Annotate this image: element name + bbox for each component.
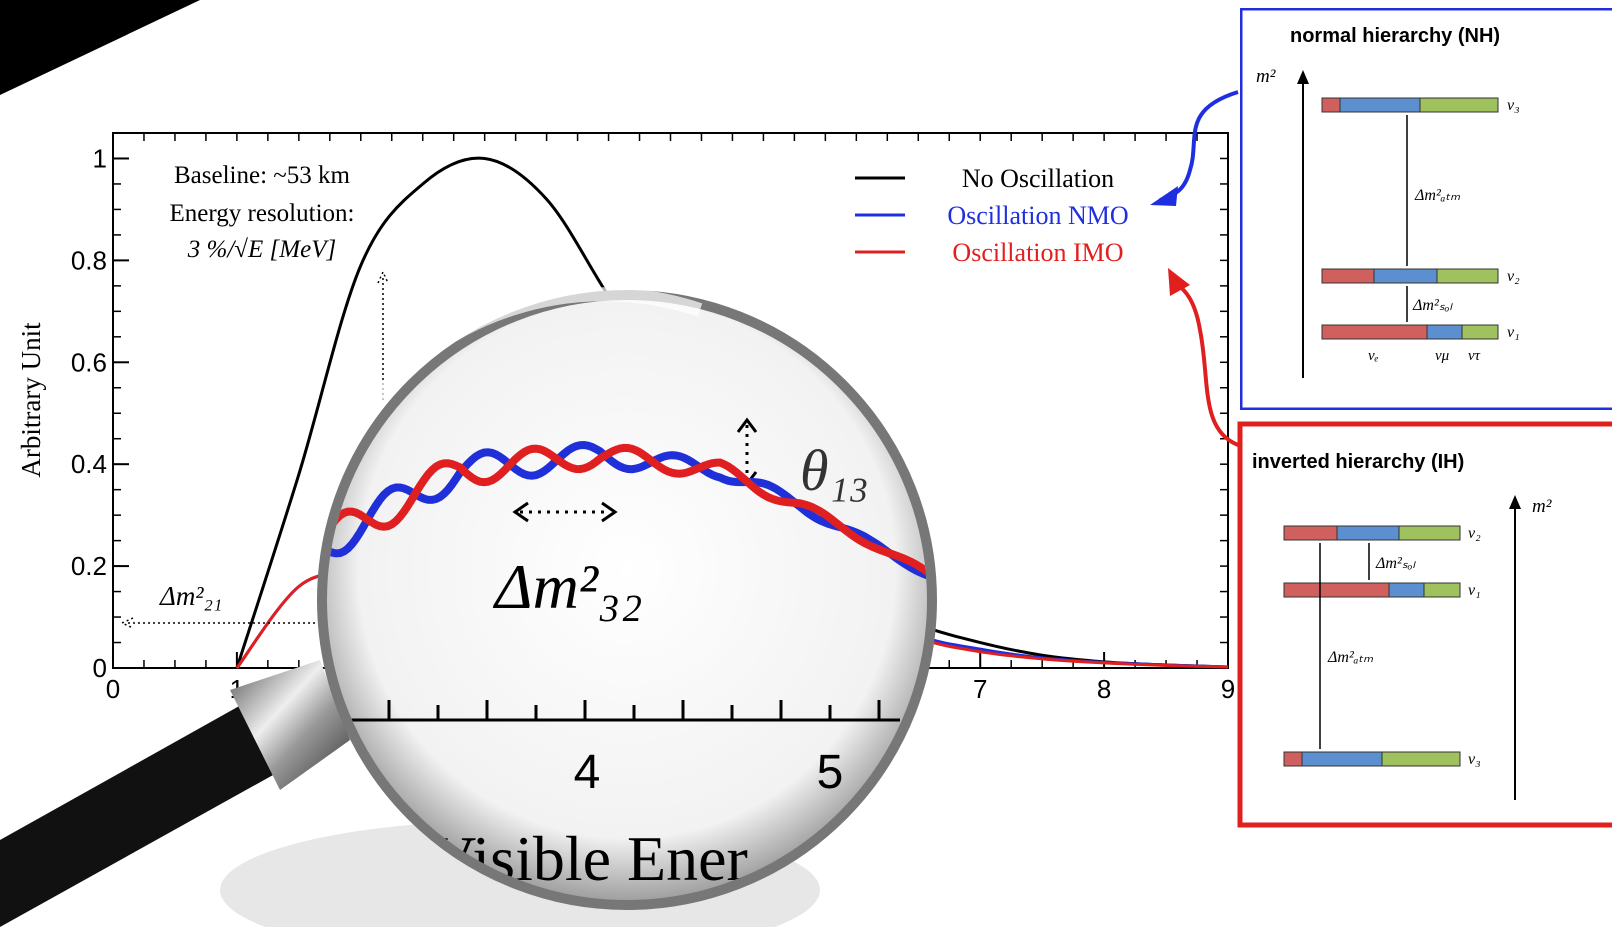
annotation: Δm²₂₁ bbox=[159, 581, 222, 611]
y-tick-label: 1 bbox=[93, 143, 107, 173]
nh-level: ν₂ bbox=[1507, 268, 1520, 285]
nh-bar bbox=[1322, 269, 1498, 283]
y-axis-label: Arbitrary Unit bbox=[16, 322, 46, 478]
nh-level: ν₁ bbox=[1507, 324, 1520, 341]
ih-bar bbox=[1284, 583, 1460, 597]
x-tick-label: 7 bbox=[973, 674, 987, 704]
nh-flavor: νμ bbox=[1435, 348, 1450, 364]
page: {"chart_data":{"type":"line", "y_label":… bbox=[0, 0, 1612, 927]
figure: 012345678900.20.40.60.81Arbitrary UnitNo… bbox=[0, 0, 1612, 927]
ih-gap-label: Δm²ₛₒₗ bbox=[1375, 555, 1416, 572]
nh-arrowhead bbox=[1150, 186, 1178, 206]
ih-level: ν₃ bbox=[1468, 751, 1481, 768]
lens-dm32: Δm²₃₂ bbox=[492, 551, 642, 622]
ih-title: inverted hierarchy (IH) bbox=[1252, 451, 1464, 473]
nh-panel: normal hierarchy (NH) m² ν₃ ν₂ ν₁ Δm²ₐₜₘ… bbox=[1240, 8, 1612, 410]
ih-level: ν₂ bbox=[1468, 525, 1481, 542]
legend-label: No Oscillation bbox=[962, 164, 1114, 193]
annotation: 3 %/√E [MeV] bbox=[187, 236, 336, 263]
ih-bar bbox=[1284, 752, 1460, 766]
x-tick-label: 0 bbox=[106, 674, 120, 704]
annotation: Energy resolution: bbox=[170, 200, 355, 227]
y-tick-label: 0 bbox=[93, 653, 107, 683]
corner-wedge bbox=[0, 0, 200, 95]
ih-level: ν₁ bbox=[1468, 582, 1481, 599]
y-tick-label: 0.8 bbox=[71, 245, 107, 275]
lens-tick-label: 4 bbox=[574, 746, 601, 799]
nh-bar bbox=[1322, 325, 1498, 339]
annotation: Baseline: ~53 km bbox=[174, 162, 351, 189]
ih-gap-label: Δm²ₐₜₘ bbox=[1327, 649, 1373, 666]
nh-flavor: ντ bbox=[1468, 348, 1481, 364]
legend-label: Oscillation IMO bbox=[952, 238, 1123, 267]
y-tick-label: 0.2 bbox=[71, 551, 107, 581]
ih-axis-label: m² bbox=[1532, 496, 1552, 517]
nh-gap-label: Δm²ₐₜₘ bbox=[1414, 187, 1460, 204]
ih-bar bbox=[1284, 526, 1460, 540]
y-tick-label: 0.4 bbox=[71, 449, 107, 479]
nh-title: normal hierarchy (NH) bbox=[1290, 25, 1500, 47]
ih-panel: inverted hierarchy (IH) m² ν₂ ν₁ ν₃ Δm²ₛ… bbox=[1240, 424, 1612, 825]
lens-tick-label: 5 bbox=[817, 746, 844, 799]
x-tick-label: 9 bbox=[1221, 674, 1235, 704]
nh-axis-label: m² bbox=[1256, 66, 1276, 87]
legend-label: Oscillation NMO bbox=[947, 201, 1128, 230]
nh-flavor: νₑ bbox=[1368, 348, 1379, 364]
nh-bar bbox=[1322, 98, 1498, 112]
lens-theta13: θ₁₃ bbox=[800, 438, 869, 503]
x-tick-label: 8 bbox=[1097, 674, 1111, 704]
y-tick-label: 0.6 bbox=[71, 347, 107, 377]
nh-level: ν₃ bbox=[1507, 97, 1520, 114]
annotation-arrow bbox=[122, 618, 320, 628]
nh-gap-label: Δm²ₛₒₗ bbox=[1412, 297, 1453, 314]
nh-box bbox=[1240, 8, 1612, 410]
